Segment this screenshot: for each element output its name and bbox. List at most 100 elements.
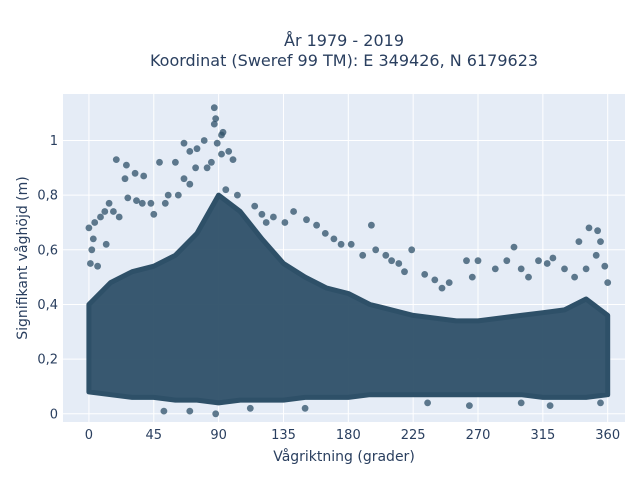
data-point (131, 169, 139, 177)
y-tick-label: 0,8 (37, 189, 58, 204)
data-point (330, 235, 338, 243)
data-point (535, 257, 542, 265)
dense-band (86, 192, 611, 406)
data-point (85, 224, 93, 232)
data-point (164, 191, 172, 199)
data-point (549, 254, 557, 262)
data-point (88, 246, 96, 254)
data-point (543, 260, 551, 267)
x-tick-label: 270 (466, 428, 491, 443)
data-point (321, 230, 329, 237)
data-point (491, 265, 499, 273)
data-point (218, 131, 225, 139)
y-tick-label: 0 (50, 407, 58, 422)
y-tick-label: 0,2 (37, 353, 58, 368)
data-point (138, 199, 146, 207)
data-point (438, 284, 446, 292)
data-point (431, 276, 439, 284)
data-point (180, 175, 188, 183)
x-tick-label: 225 (401, 428, 426, 443)
data-point (463, 257, 470, 265)
data-point (140, 172, 148, 180)
data-point (192, 164, 200, 172)
data-point (91, 219, 99, 226)
chart-title-line2: Koordinat (Sweref 99 TM): E 349426, N 61… (150, 51, 538, 70)
data-point (200, 137, 208, 144)
y-axis-title: Signifikant våghöjd (m) (14, 176, 31, 339)
data-point (604, 279, 612, 286)
data-point (337, 240, 345, 248)
data-point (186, 148, 194, 155)
data-point (510, 243, 518, 251)
data-point (210, 104, 218, 112)
data-point (517, 265, 525, 273)
data-point (133, 197, 140, 205)
data-point (210, 120, 218, 128)
data-point (597, 238, 604, 246)
data-point (89, 235, 97, 243)
data-point (102, 240, 110, 248)
data-point (105, 199, 113, 207)
data-point (546, 402, 554, 409)
data-point (110, 208, 117, 215)
data-point (424, 399, 431, 407)
x-tick-label: 135 (271, 428, 296, 443)
data-point (525, 273, 532, 281)
x-axis-title: Vågriktning (grader) (273, 448, 415, 465)
data-point (222, 186, 230, 194)
data-point (388, 257, 395, 265)
y-tick-label: 0,6 (37, 243, 58, 258)
data-point (212, 115, 220, 122)
data-point (468, 273, 476, 281)
data-point (218, 150, 225, 158)
chart-title-line1: År 1979 - 2019 (284, 31, 404, 50)
data-point (258, 210, 266, 218)
data-point (517, 399, 525, 407)
y-tick-label: 0,4 (37, 298, 58, 313)
data-point (212, 410, 220, 418)
data-point (313, 221, 320, 229)
data-point (601, 262, 609, 270)
data-point (301, 404, 309, 412)
data-point (174, 191, 182, 199)
data-point (180, 139, 188, 147)
data-point (594, 227, 601, 235)
data-point (101, 208, 109, 215)
data-point (571, 273, 578, 281)
data-point (382, 251, 390, 259)
data-point (246, 404, 254, 412)
x-tick-label: 45 (146, 428, 163, 443)
data-point (115, 213, 123, 221)
x-tick-label: 0 (85, 428, 93, 443)
data-point (160, 407, 168, 415)
data-point (270, 213, 277, 221)
y-tick-label: 1 (50, 134, 58, 149)
data-point (97, 213, 104, 221)
data-point (186, 407, 194, 415)
data-point (156, 158, 163, 166)
data-point (347, 240, 355, 248)
data-point (203, 164, 211, 172)
data-point (474, 257, 482, 265)
data-point (147, 199, 155, 207)
data-point (208, 158, 215, 166)
data-point (445, 279, 453, 286)
data-point (421, 271, 429, 278)
x-axis-ticks: 0 45 90 135 180 225 270 315 360 (85, 428, 620, 443)
data-point (597, 399, 604, 407)
data-point (368, 221, 375, 229)
data-point (372, 246, 380, 254)
data-point (112, 156, 120, 164)
data-point (281, 219, 289, 226)
data-point (395, 260, 403, 267)
data-point (121, 175, 129, 183)
data-point (408, 246, 416, 254)
data-point (172, 158, 179, 166)
x-tick-label: 315 (530, 428, 555, 443)
data-point (213, 139, 221, 147)
x-tick-label: 90 (210, 428, 227, 443)
data-point (592, 251, 600, 259)
data-point (262, 219, 270, 226)
x-tick-label: 180 (336, 428, 361, 443)
